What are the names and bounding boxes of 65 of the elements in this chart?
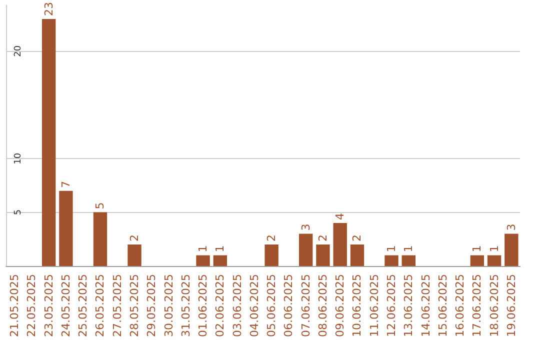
bar (298, 234, 313, 266)
bar (384, 255, 398, 266)
x-tick-label: 13.06.2025 (402, 274, 416, 338)
x-tick-label: 15.06.2025 (436, 274, 450, 338)
bar (213, 255, 228, 266)
data-label: 2 (350, 234, 364, 242)
bar (42, 18, 56, 266)
data-label: 23 (42, 2, 56, 16)
data-label: 1 (196, 245, 210, 252)
bar (59, 190, 73, 266)
x-tick-label: 23.05.2025 (42, 274, 56, 338)
x-tick-label: 26.05.2025 (94, 274, 107, 338)
bar (128, 244, 142, 266)
bar (264, 244, 278, 266)
x-tick-label: 01.06.2025 (196, 274, 210, 338)
data-label: 2 (316, 234, 330, 242)
x-tick-label: 06.06.2025 (282, 274, 296, 338)
data-label: 3 (299, 224, 312, 231)
x-tick-label: 04.06.2025 (248, 274, 261, 338)
data-label: 5 (94, 202, 107, 210)
data-label: 4 (334, 213, 347, 220)
x-tick-label: 12.06.2025 (385, 274, 398, 338)
x-tick-label: 24.05.2025 (59, 274, 72, 338)
data-label: 3 (504, 224, 518, 231)
bar (504, 234, 518, 266)
x-tick-label: 21.05.2025 (8, 274, 22, 338)
bar (316, 244, 330, 266)
data-label: 2 (128, 234, 141, 242)
data-label: 1 (470, 245, 484, 252)
x-tick-label: 31.05.2025 (179, 274, 192, 338)
bar (196, 255, 210, 266)
x-tick-label: 30.05.2025 (162, 274, 176, 338)
x-tick-label: 16.06.2025 (454, 274, 467, 338)
bar (93, 212, 108, 266)
x-tick-label: 22.05.2025 (25, 274, 38, 338)
data-label: 7 (59, 180, 72, 188)
x-tick-label: 09.06.2025 (334, 274, 347, 338)
y-tick-label: 10 (14, 152, 24, 164)
bar (402, 255, 416, 266)
x-tick-label: 25.05.2025 (76, 274, 90, 338)
data-label: 2 (265, 234, 278, 242)
bar (350, 244, 364, 266)
x-tick-label: 14.06.2025 (419, 274, 432, 338)
x-tick-label: 08.06.2025 (316, 274, 330, 338)
y-tick-label: 5 (14, 209, 24, 216)
x-tick-label: 05.06.2025 (265, 274, 278, 338)
x-tick-label: 29.05.2025 (145, 274, 158, 338)
x-tick-label: 17.06.2025 (470, 274, 484, 338)
x-tick-label: 18.06.2025 (488, 274, 501, 338)
bar (333, 223, 347, 266)
data-label: 1 (214, 245, 227, 252)
data-label: 1 (385, 245, 398, 252)
x-tick-label: 28.05.2025 (128, 274, 141, 338)
bar (487, 255, 502, 266)
x-tick-label: 27.05.2025 (110, 274, 124, 338)
x-tick-label: 07.06.2025 (299, 274, 312, 338)
x-tick-label: 10.06.2025 (350, 274, 364, 338)
bar (470, 255, 484, 266)
data-label: 1 (402, 245, 416, 252)
y-tick-label: 20 (14, 45, 24, 57)
x-tick-label: 02.06.2025 (214, 274, 227, 338)
x-tick-label: 03.06.2025 (230, 274, 244, 338)
data-label: 1 (488, 245, 501, 252)
x-tick-label: 11.06.2025 (368, 274, 381, 338)
x-tick-label: 19.06.2025 (504, 274, 518, 338)
